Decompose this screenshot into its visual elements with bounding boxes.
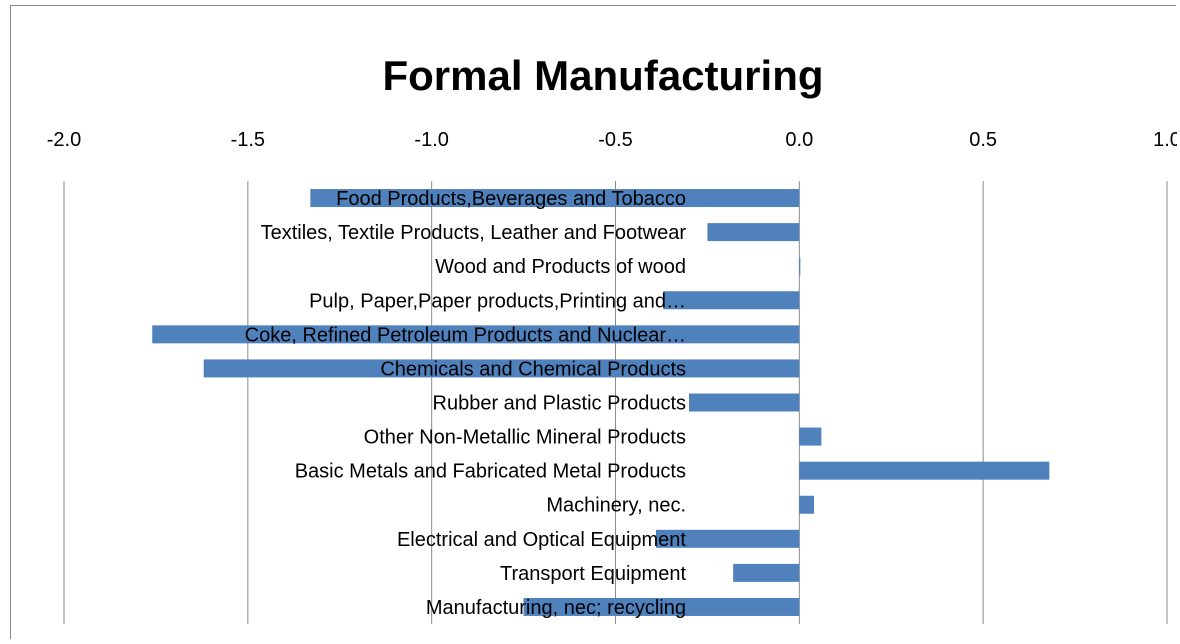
bar — [663, 291, 800, 310]
x-tick-label: 0.5 — [969, 129, 997, 151]
category-label: Manufacturing, nec; recycling — [426, 597, 686, 619]
category-label: Food Products,Beverages and Tobacco — [336, 188, 686, 210]
bar — [733, 563, 800, 582]
bar — [310, 189, 800, 208]
category-label: Coke, Refined Petroleum Products and Nuc… — [245, 324, 686, 346]
bar — [799, 427, 822, 446]
bars — [152, 189, 1050, 616]
bar — [655, 529, 800, 548]
bar — [523, 597, 800, 616]
x-axis-ticks: -2.0 -1.5 -1.0 -0.5 0.0 0.5 1.0 — [47, 129, 1177, 151]
bar — [799, 257, 801, 276]
x-tick-label: 0.0 — [785, 129, 813, 151]
category-label: Pulp, Paper,Paper products,Printing and… — [309, 290, 686, 312]
category-label: Other Non-Metallic Mineral Products — [364, 427, 686, 449]
category-label: Chemicals and Chemical Products — [380, 358, 686, 380]
x-tick-label: -1.5 — [231, 129, 265, 151]
category-label: Textiles, Textile Products, Leather and … — [261, 222, 687, 244]
x-tick-label: -2.0 — [47, 129, 81, 151]
bar — [707, 223, 800, 242]
chart-frame: Formal Manufacturing -2.0 -1.5 -1.0 -0.5 0.0… — [10, 5, 1177, 639]
category-label: Electrical and Optical Equipment — [397, 529, 686, 551]
x-tick-label: 1.0 — [1153, 129, 1177, 151]
chart-title: Formal Manufacturing — [382, 52, 823, 99]
bar — [152, 325, 800, 344]
x-tick-label: -0.5 — [598, 129, 632, 151]
category-label: Rubber and Plastic Products — [433, 393, 686, 415]
formal-manufacturing-chart: Formal Manufacturing -2.0 -1.5 -1.0 -0.5 0.0… — [47, 52, 1177, 624]
x-tick-label: -1.0 — [414, 129, 448, 151]
category-label: Basic Metals and Fabricated Metal Produc… — [295, 461, 686, 483]
category-label: Transport Equipment — [500, 563, 686, 585]
bar — [689, 393, 800, 412]
category-labels: Food Products,Beverages and Tobacco Texti… — [245, 188, 687, 619]
bar — [799, 495, 815, 514]
category-label: Wood and Products of wood — [435, 256, 686, 278]
bar — [799, 461, 1050, 480]
category-label: Machinery, nec. — [546, 495, 686, 517]
bar — [203, 359, 800, 378]
